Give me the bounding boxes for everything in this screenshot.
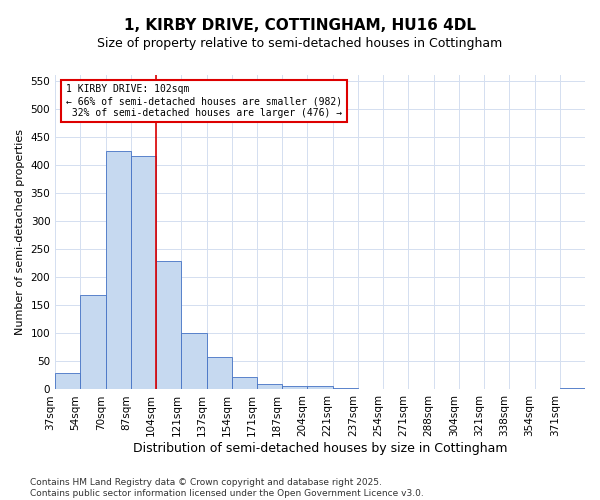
Bar <box>282 386 307 390</box>
Bar <box>358 389 383 390</box>
Bar <box>560 388 585 390</box>
Bar <box>383 389 409 390</box>
Text: Size of property relative to semi-detached houses in Cottingham: Size of property relative to semi-detach… <box>97 38 503 51</box>
Bar <box>232 377 257 390</box>
Bar <box>181 334 206 390</box>
Bar <box>55 372 80 390</box>
X-axis label: Distribution of semi-detached houses by size in Cottingham: Distribution of semi-detached houses by … <box>133 442 508 455</box>
Text: Contains HM Land Registry data © Crown copyright and database right 2025.
Contai: Contains HM Land Registry data © Crown c… <box>30 478 424 498</box>
Bar <box>131 156 156 390</box>
Bar <box>307 386 332 390</box>
Text: 1 KIRBY DRIVE: 102sqm
← 66% of semi-detached houses are smaller (982)
 32% of se: 1 KIRBY DRIVE: 102sqm ← 66% of semi-deta… <box>66 84 342 117</box>
Bar <box>106 151 131 390</box>
Bar <box>257 384 282 390</box>
Bar <box>156 262 181 390</box>
Text: 1, KIRBY DRIVE, COTTINGHAM, HU16 4DL: 1, KIRBY DRIVE, COTTINGHAM, HU16 4DL <box>124 18 476 32</box>
Bar <box>80 295 106 390</box>
Bar <box>332 388 358 390</box>
Bar <box>206 357 232 390</box>
Y-axis label: Number of semi-detached properties: Number of semi-detached properties <box>15 129 25 335</box>
